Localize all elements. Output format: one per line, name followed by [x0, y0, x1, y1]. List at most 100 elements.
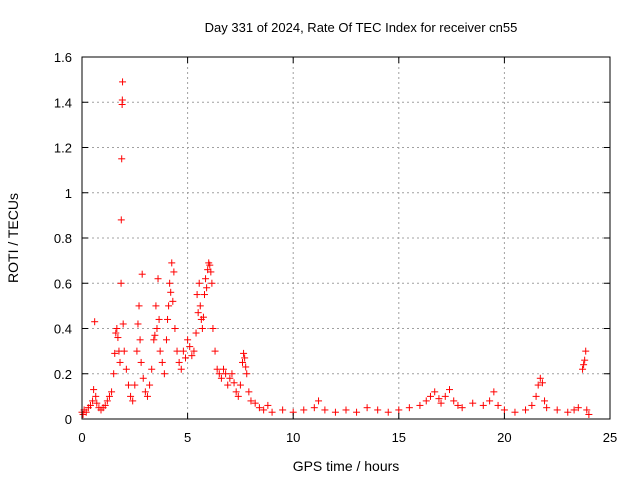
data-point: [536, 374, 544, 382]
data-point: [129, 397, 137, 405]
data-point: [119, 78, 127, 86]
x-tick-label: 0: [78, 430, 85, 445]
data-point: [522, 406, 530, 414]
data-point: [209, 325, 217, 332]
data-point: [168, 259, 176, 267]
data-point: [528, 401, 536, 409]
data-point: [240, 349, 248, 357]
y-tick-label: 0: [65, 412, 72, 427]
x-axis-label: GPS time / hours: [293, 458, 400, 474]
data-point: [384, 408, 392, 416]
data-point: [450, 397, 458, 405]
data-point: [154, 275, 162, 283]
data-point: [331, 408, 339, 416]
data-point: [543, 404, 551, 412]
data-point: [86, 401, 94, 409]
data-point: [228, 370, 236, 378]
data-point: [131, 381, 139, 389]
x-tick-label: 20: [497, 430, 511, 445]
data-point: [156, 347, 164, 355]
data-point: [454, 401, 462, 409]
plot-frame: [81, 56, 611, 420]
data-point: [105, 392, 113, 400]
data-point: [186, 343, 194, 351]
data-point: [90, 386, 98, 394]
data-point: [152, 302, 160, 310]
data-point: [89, 397, 97, 405]
data-point: [232, 388, 240, 396]
data-point: [458, 404, 466, 412]
data-point: [239, 358, 247, 366]
data-point: [207, 268, 215, 276]
data-point: [155, 315, 163, 323]
data-point: [124, 381, 132, 389]
data-point: [135, 302, 143, 310]
data-point: [255, 404, 263, 412]
data-point: [582, 347, 590, 355]
data-point: [111, 349, 119, 357]
data-point: [158, 358, 166, 366]
data-point: [203, 284, 211, 292]
data-point: [151, 331, 159, 339]
data-point: [117, 216, 125, 224]
data-point: [202, 275, 210, 283]
data-point: [435, 395, 443, 403]
data-point: [534, 381, 542, 389]
axes: 0 5 10 15 20 25 0 0.2 0.4 0.6 0.8 1 1.2 1.4 1.6: [54, 50, 617, 445]
data-point: [243, 370, 251, 378]
data-point: [167, 288, 175, 296]
data-point: [117, 279, 125, 287]
data-point: [310, 404, 318, 412]
data-point: [194, 309, 202, 317]
data-point: [133, 347, 141, 355]
y-axis-label: ROTI / TECUs: [5, 193, 21, 283]
data-points: [78, 78, 593, 418]
data-point: [494, 401, 502, 409]
y-tick-label: 0.2: [54, 367, 72, 382]
data-point: [113, 325, 121, 332]
data-point: [441, 392, 449, 400]
x-tick-label: 5: [184, 430, 191, 445]
x-tick-label: 10: [286, 430, 300, 445]
chart-title: Day 331 of 2024, Rate Of TEC Index for r…: [205, 20, 518, 35]
data-point: [570, 406, 578, 414]
data-point: [541, 397, 549, 405]
data-point: [445, 386, 453, 394]
data-point: [247, 397, 255, 405]
data-point: [511, 408, 519, 416]
data-point: [193, 291, 201, 299]
data-point: [553, 406, 561, 414]
data-point: [119, 320, 127, 328]
data-point: [143, 392, 151, 400]
data-point: [160, 370, 168, 378]
y-tick-label: 1: [65, 186, 72, 201]
data-point: [112, 329, 120, 337]
y-tick-label: 1.6: [54, 50, 72, 65]
data-point: [490, 388, 498, 396]
data-point: [120, 347, 128, 355]
data-point: [579, 365, 587, 373]
data-point: [188, 352, 196, 360]
y-tick-label: 1.4: [54, 95, 72, 110]
data-point: [242, 363, 250, 371]
data-point: [92, 392, 100, 400]
data-point: [363, 404, 371, 412]
data-point: [110, 370, 118, 378]
data-point: [226, 374, 234, 382]
grid-lines: [82, 57, 610, 419]
data-point: [374, 406, 382, 414]
data-point: [108, 388, 116, 396]
data-point: [206, 261, 214, 269]
data-point: [153, 325, 161, 332]
data-point: [114, 334, 122, 342]
data-point: [500, 406, 508, 414]
data-point: [236, 381, 244, 389]
data-point: [230, 379, 238, 387]
data-point: [181, 354, 189, 362]
data-point: [437, 399, 445, 407]
x-tick-label: 25: [603, 430, 617, 445]
data-point: [165, 302, 173, 310]
data-point: [179, 347, 187, 355]
y-tick-label: 0.8: [54, 231, 72, 246]
